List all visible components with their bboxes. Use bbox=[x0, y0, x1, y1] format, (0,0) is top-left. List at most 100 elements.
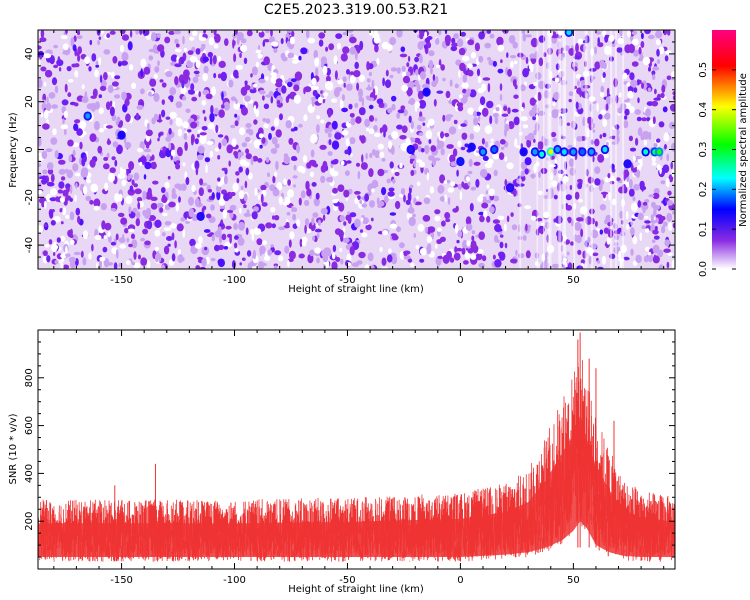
noise-blob bbox=[343, 189, 350, 198]
noise-blob bbox=[568, 91, 574, 97]
noise-blob bbox=[69, 211, 75, 221]
noise-blob bbox=[313, 197, 320, 207]
noise-blob bbox=[133, 251, 137, 260]
noise-blob bbox=[253, 83, 258, 88]
noise-blob bbox=[667, 213, 672, 221]
noise-blob bbox=[366, 127, 370, 132]
noise-blob bbox=[427, 226, 436, 233]
noise-blob bbox=[394, 171, 400, 177]
noise-blob bbox=[262, 240, 267, 245]
noise-blob bbox=[173, 30, 182, 35]
noise-blob bbox=[202, 89, 210, 96]
noise-blob bbox=[359, 40, 364, 51]
noise-blob bbox=[409, 155, 417, 159]
noise-blob bbox=[641, 82, 644, 89]
noise-blob bbox=[503, 223, 507, 232]
noise-blob bbox=[289, 231, 295, 240]
noise-blob bbox=[193, 70, 200, 75]
noise-blob bbox=[465, 216, 472, 226]
noise-blob bbox=[233, 222, 239, 231]
noise-blob bbox=[419, 258, 425, 263]
noise-blob bbox=[325, 46, 329, 52]
noise-blob bbox=[655, 39, 662, 46]
noise-blob bbox=[202, 109, 206, 114]
noise-blob bbox=[387, 107, 393, 114]
noise-blob bbox=[168, 127, 172, 135]
noise-blob bbox=[391, 234, 399, 241]
noise-blob bbox=[298, 123, 303, 128]
feature-peak bbox=[561, 149, 567, 155]
noise-blob bbox=[185, 108, 191, 114]
noise-blob bbox=[385, 69, 389, 77]
noise-blob bbox=[629, 72, 635, 81]
noise-blob bbox=[376, 197, 380, 205]
noise-blob bbox=[347, 262, 352, 267]
feature-peak bbox=[480, 149, 486, 155]
noise-blob bbox=[90, 102, 97, 112]
noise-blob bbox=[384, 195, 389, 204]
noise-blob bbox=[301, 240, 307, 247]
noise-blob bbox=[506, 162, 514, 170]
noise-blob bbox=[206, 213, 212, 219]
noise-blob bbox=[437, 184, 445, 194]
noise-blob bbox=[602, 191, 607, 199]
noise-blob bbox=[234, 120, 239, 127]
noise-blob bbox=[633, 87, 638, 93]
noise-blob bbox=[142, 190, 147, 200]
noise-blob bbox=[648, 66, 651, 72]
noise-blob bbox=[470, 186, 477, 191]
x-tick-label: -100 bbox=[223, 575, 246, 586]
noise-blob bbox=[178, 185, 183, 191]
noise-blob bbox=[213, 43, 219, 49]
noise-blob bbox=[652, 116, 656, 125]
noise-blob bbox=[316, 124, 320, 134]
noise-blob bbox=[631, 61, 639, 67]
noise-blob bbox=[470, 254, 477, 260]
noise-blob bbox=[503, 105, 508, 112]
noise-blob bbox=[253, 139, 261, 149]
noise-blob bbox=[75, 207, 81, 216]
noise-blob bbox=[128, 161, 135, 171]
noise-blob bbox=[500, 59, 503, 64]
noise-blob bbox=[606, 87, 610, 97]
noise-blob bbox=[128, 206, 132, 215]
noise-blob bbox=[343, 221, 347, 226]
noise-blob bbox=[648, 251, 652, 256]
noise-blob bbox=[651, 239, 656, 244]
noise-blob bbox=[270, 72, 278, 77]
noise-blob bbox=[38, 176, 47, 180]
noise-blob bbox=[154, 253, 159, 263]
noise-blob bbox=[58, 159, 66, 165]
noise-blob bbox=[310, 149, 315, 158]
noise-blob bbox=[434, 157, 441, 161]
noise-blob bbox=[570, 241, 574, 246]
noise-blob bbox=[287, 94, 291, 99]
noise-blob bbox=[106, 152, 110, 159]
noise-blob bbox=[409, 202, 413, 212]
noise-blob bbox=[504, 242, 508, 249]
noise-blob bbox=[486, 215, 491, 223]
noise-blob bbox=[650, 214, 654, 223]
noise-blob bbox=[575, 101, 579, 110]
noise-blob bbox=[43, 223, 48, 228]
noise-blob bbox=[550, 180, 558, 187]
noise-blob bbox=[187, 50, 194, 55]
noise-blob bbox=[577, 80, 580, 87]
noise-blob bbox=[194, 197, 200, 207]
noise-blob bbox=[662, 106, 668, 113]
noise-blob bbox=[568, 98, 572, 103]
noise-blob bbox=[98, 260, 103, 269]
noise-blob bbox=[112, 56, 118, 64]
noise-blob bbox=[146, 220, 153, 230]
noise-blob bbox=[580, 228, 584, 238]
noise-blob bbox=[62, 189, 69, 197]
noise-blob bbox=[399, 242, 405, 249]
noise-blob bbox=[305, 180, 310, 191]
noise-blob bbox=[451, 42, 459, 47]
noise-blob bbox=[294, 71, 303, 81]
noise-blob bbox=[651, 201, 656, 208]
noise-blob bbox=[666, 200, 674, 206]
noise-blob bbox=[205, 256, 210, 265]
noise-blob bbox=[43, 53, 52, 59]
